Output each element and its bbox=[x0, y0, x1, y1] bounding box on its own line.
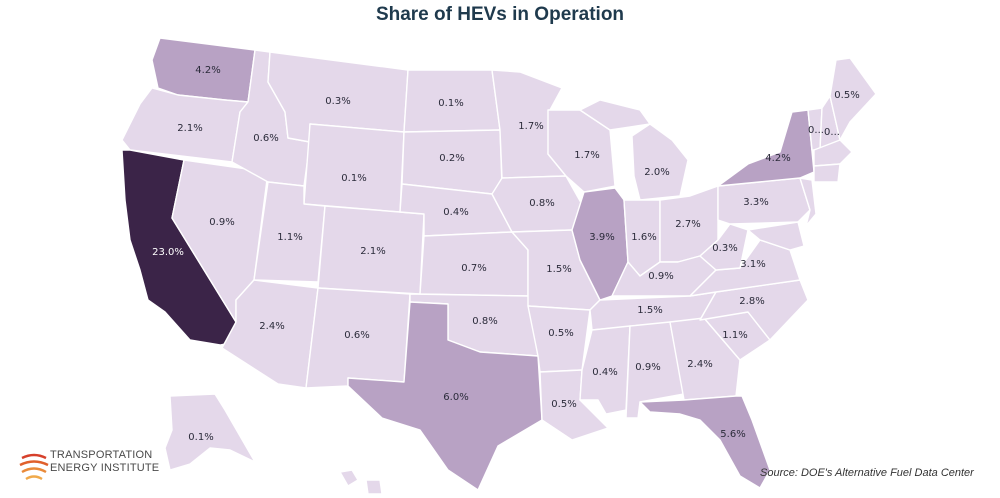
state-wyoming[interactable] bbox=[303, 123, 405, 213]
label-ne: 0.4% bbox=[443, 207, 468, 218]
label-nd: 0.1% bbox=[438, 98, 463, 109]
label-ca: 23.0% bbox=[152, 247, 184, 258]
state-virginia[interactable] bbox=[689, 239, 801, 297]
label-ak: 0.1% bbox=[188, 432, 213, 443]
label-mo: 1.5% bbox=[546, 264, 571, 275]
label-wv: 0.3% bbox=[712, 243, 737, 254]
label-ok: 0.8% bbox=[472, 316, 497, 327]
state-florida[interactable] bbox=[639, 395, 771, 489]
label-me: 0.5% bbox=[834, 90, 859, 101]
label-nv: 0.9% bbox=[209, 217, 234, 228]
state-connecticut[interactable] bbox=[813, 163, 841, 183]
state-hawaii[interactable] bbox=[339, 469, 359, 487]
state-georgia[interactable] bbox=[669, 317, 741, 401]
tei-logo-icon bbox=[19, 453, 49, 481]
source-note: Source: DOE's Alternative Fuel Data Cent… bbox=[760, 467, 974, 479]
label-ar: 0.5% bbox=[548, 328, 573, 339]
logo-line2: ENERGY INSTITUTE bbox=[50, 462, 160, 474]
label-sc: 1.1% bbox=[722, 330, 747, 341]
state-maine[interactable] bbox=[829, 57, 877, 141]
label-mt: 0.3% bbox=[325, 96, 350, 107]
label-vt: 0... bbox=[808, 125, 824, 136]
label-nh: 0... bbox=[824, 127, 840, 138]
state-maryland[interactable] bbox=[747, 221, 805, 251]
state-new-jersey[interactable] bbox=[799, 177, 817, 227]
label-nm: 0.6% bbox=[344, 330, 369, 341]
label-fl: 5.6% bbox=[720, 429, 745, 440]
label-wi: 1.7% bbox=[574, 150, 599, 161]
map-title: Share of HEVs in Operation bbox=[375, 4, 625, 25]
label-al: 0.9% bbox=[635, 362, 660, 373]
label-tn: 1.5% bbox=[637, 305, 662, 316]
label-mn: 1.7% bbox=[518, 121, 543, 132]
tei-logo-text: TRANSPORTATION ENERGY INSTITUTE bbox=[50, 449, 159, 475]
label-mi: 2.0% bbox=[644, 167, 669, 178]
label-ks: 0.7% bbox=[461, 263, 486, 274]
state-texas[interactable] bbox=[347, 301, 543, 491]
label-la: 0.5% bbox=[551, 399, 576, 410]
label-ia: 0.8% bbox=[529, 198, 554, 209]
state-new-york[interactable] bbox=[717, 109, 815, 187]
label-ny: 4.2% bbox=[765, 153, 790, 164]
state-massachusetts[interactable] bbox=[813, 139, 853, 167]
label-tx: 6.0% bbox=[443, 392, 468, 403]
state-hawaii-big[interactable] bbox=[365, 479, 383, 495]
label-ga: 2.4% bbox=[687, 359, 712, 370]
label-in: 1.6% bbox=[631, 232, 656, 243]
state-alaska[interactable] bbox=[164, 393, 256, 471]
label-id: 0.6% bbox=[253, 133, 278, 144]
label-pa: 3.3% bbox=[743, 197, 768, 208]
label-va: 3.1% bbox=[740, 259, 765, 270]
label-oh: 2.7% bbox=[675, 219, 700, 230]
state-michigan[interactable] bbox=[631, 123, 689, 201]
label-il: 3.9% bbox=[589, 232, 614, 243]
logo-line1: TRANSPORTATION bbox=[50, 449, 153, 461]
label-az: 2.4% bbox=[259, 321, 284, 332]
label-wy: 0.1% bbox=[341, 173, 366, 184]
label-sd: 0.2% bbox=[439, 153, 464, 164]
label-ky: 0.9% bbox=[648, 271, 673, 282]
state-michigan-upper[interactable] bbox=[579, 99, 651, 131]
label-ms: 0.4% bbox=[592, 367, 617, 378]
label-nc: 2.8% bbox=[739, 296, 764, 307]
label-wa: 4.2% bbox=[195, 65, 220, 76]
label-or: 2.1% bbox=[177, 123, 202, 134]
label-co: 2.1% bbox=[360, 246, 385, 257]
label-ut: 1.1% bbox=[277, 232, 302, 243]
